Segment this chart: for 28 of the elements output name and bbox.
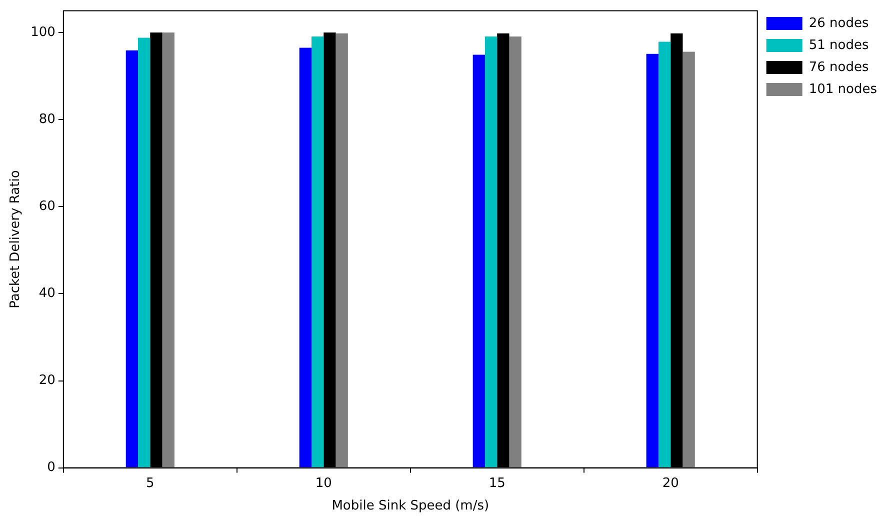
bar [472,54,485,468]
legend-label: 51 nodes [808,38,869,53]
y-tick-label: 100 [30,24,56,40]
bar [682,52,695,468]
legend-label: 101 nodes [808,82,878,97]
x-tick-label: 20 [662,476,679,491]
y-tick-label: 40 [38,286,56,302]
legend-label: 26 nodes [808,16,869,31]
x-tick-label: 10 [315,476,332,491]
bar [126,50,138,468]
x-axis-title: Mobile Sink Speed (m/s) [332,498,490,514]
bar [646,54,658,468]
bar [509,36,522,468]
bar [162,32,174,468]
x-tick-label: 15 [488,476,506,491]
bar [658,42,671,468]
y-tick-label: 60 [38,199,56,214]
y-tick-label: 20 [38,373,56,388]
legend-label: 76 nodes [808,60,869,75]
bar [299,48,312,468]
y-axis-title: Packet Delivery Ratio [8,170,24,308]
bar [138,38,150,468]
y-tick-label: 80 [38,112,56,127]
bar [336,33,348,468]
bar [484,36,498,468]
bar [311,36,324,468]
y-tick-label: 0 [47,460,56,476]
x-tick-label: 5 [146,476,154,491]
